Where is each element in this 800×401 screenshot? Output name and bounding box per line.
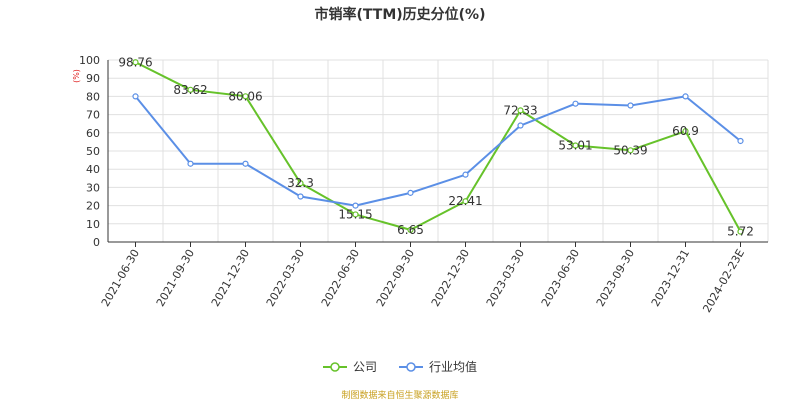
x-tick-label: 2021-09-30	[154, 247, 197, 309]
data-label-company: 80.06	[228, 89, 262, 103]
data-label-company: 6.65	[397, 223, 424, 237]
x-tick-label: 2021-12-30	[209, 247, 252, 309]
data-point-company	[407, 226, 414, 233]
y-tick-label: 100	[79, 54, 100, 67]
y-tick-label: 40	[86, 163, 100, 176]
data-label-company: 60.9	[672, 124, 699, 138]
data-point-company	[517, 107, 524, 114]
data-point-industry-avg	[462, 171, 469, 178]
data-label-company: 98.76	[118, 55, 152, 69]
data-point-company	[737, 228, 744, 235]
y-tick-label: 50	[86, 145, 100, 158]
data-point-industry-avg	[627, 102, 634, 109]
data-point-industry-avg	[407, 189, 414, 196]
y-tick-label: 90	[86, 72, 100, 85]
x-tick-label: 2023-12-31	[649, 247, 692, 309]
data-point-company	[682, 128, 689, 135]
legend-industry-marker-icon	[399, 361, 423, 372]
y-tick-label: 10	[86, 218, 100, 231]
data-point-company	[352, 211, 359, 218]
label-layer: 98.76 83.62 80.06 32.3 15.15 6.65 22.41 72.33 53…	[118, 55, 754, 238]
series-line-industry-avg	[134, 95, 742, 207]
data-point-industry-avg	[242, 160, 249, 167]
x-tick-label: 2022-12-30	[429, 247, 472, 309]
y-tick-label: 60	[86, 127, 100, 140]
x-tick-label: 2021-06-30	[99, 247, 142, 309]
data-point-industry-avg	[517, 122, 524, 129]
data-point-industry-avg	[572, 100, 579, 107]
legend-industry-label: 行业均值	[429, 360, 478, 374]
data-point-company	[132, 59, 139, 66]
series-line-company	[135, 61, 742, 233]
data-label-company: 22.41	[448, 194, 482, 208]
data-label-company: 32.3	[287, 176, 314, 190]
data-point-company	[627, 147, 634, 154]
data-label-company: 50.39	[613, 143, 647, 157]
data-point-industry-avg	[737, 137, 744, 145]
legend-company-label: 公司	[352, 360, 377, 374]
data-point-industry-avg	[297, 193, 304, 200]
data-point-industry-avg	[187, 160, 194, 167]
data-point-company	[187, 86, 194, 93]
data-point-industry-avg	[132, 93, 139, 100]
y-tick-label: 0	[93, 236, 100, 249]
legend-item-company[interactable]: 公司	[322, 358, 377, 375]
series-layer	[132, 59, 744, 235]
chart-title: 市销率(TTM)历史分位(%)	[314, 7, 486, 23]
data-label-company: 15.15	[338, 207, 372, 221]
x-tick-label: 2024-02-23E	[700, 247, 747, 315]
y-axis-unit-label: (%)	[72, 69, 81, 83]
x-tick-label: 2022-09-30	[374, 247, 417, 309]
x-tick-label: 2023-03-30	[484, 247, 527, 309]
data-point-company	[572, 142, 579, 149]
y-tick-label: 30	[86, 181, 100, 194]
data-label-company: 5.72	[727, 225, 754, 239]
x-tick-label: 2022-03-30	[264, 247, 307, 309]
data-point-company	[297, 180, 304, 187]
data-label-company: 83.62	[173, 83, 207, 97]
legend-company-marker-icon	[322, 361, 347, 372]
data-label-company: 53.01	[558, 139, 592, 153]
data-point-industry-avg	[352, 202, 359, 209]
x-tick-label: 2022-06-30	[319, 247, 362, 309]
legend: 公司 行业均值	[0, 358, 800, 375]
y-tick-label: 80	[86, 90, 100, 103]
y-tick-label: 70	[86, 109, 100, 122]
x-tick-label: 2023-06-30	[539, 247, 582, 309]
legend-item-industry-avg[interactable]: 行业均值	[399, 358, 477, 375]
y-tick-label: 20	[86, 200, 100, 213]
data-label-company: 72.33	[503, 103, 537, 117]
data-point-company	[462, 198, 469, 205]
source-note: 制图数据来自恒生聚源数据库	[341, 391, 459, 401]
data-point-company	[242, 93, 249, 100]
data-point-industry-avg	[682, 93, 689, 100]
x-tick-label: 2023-09-30	[594, 247, 637, 309]
